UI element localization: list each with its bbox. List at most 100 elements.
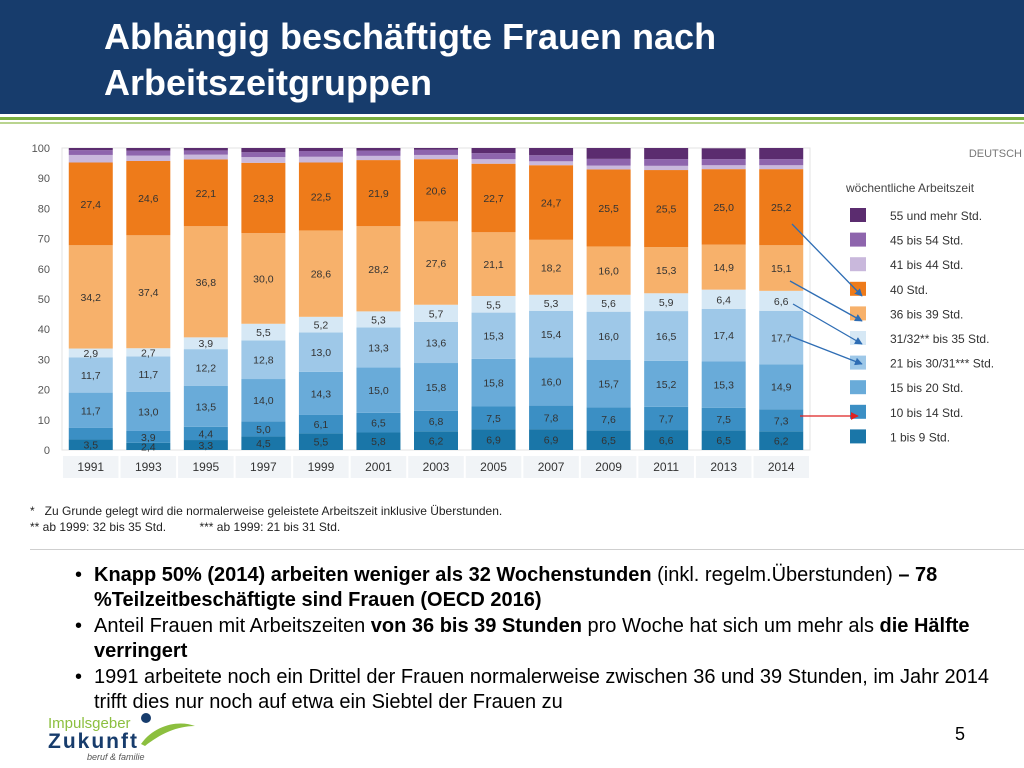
bar-data-label: 5,2: [314, 320, 329, 332]
impulsgeber-zukunft-logo: Impulsgeber Zukunft beruf & familie: [48, 713, 195, 762]
bar-segment: [471, 406, 516, 430]
bar-data-label: 12,2: [196, 363, 217, 375]
bar-data-label: 2,7: [141, 347, 156, 359]
x-category-cell: [695, 456, 752, 478]
bar-data-label: 27,6: [426, 258, 447, 270]
bar-data-label: 5,5: [256, 327, 271, 339]
bar-data-label: 20,6: [426, 185, 447, 197]
bar-segment: [298, 230, 343, 317]
bar-data-label: 5,0: [256, 424, 271, 436]
bar-segment: [471, 153, 516, 160]
bar-segment: [68, 357, 113, 393]
bar-segment: [759, 431, 804, 450]
y-tick-label: 10: [38, 415, 50, 427]
legend-entry: 15 bis 20 Std.: [890, 381, 963, 395]
bar-segment: [68, 427, 113, 440]
y-tick-label: 90: [38, 173, 50, 185]
bar-data-label: 11,7: [81, 370, 101, 382]
x-category-cell: [465, 456, 522, 478]
bar-data-label: 6,9: [544, 435, 559, 447]
bar-segment: [586, 311, 631, 361]
bar-segment: [414, 304, 458, 322]
bar-segment: [183, 337, 228, 350]
bar-segment: [586, 294, 631, 312]
page-number: 5: [955, 724, 966, 744]
bar-data-label: 15,7: [598, 379, 619, 391]
bar-data-label: 25,5: [656, 204, 677, 216]
bullet-1-bold-a: Knapp 50% (2014) arbeiten weniger als 32…: [94, 564, 652, 586]
y-tick-label: 100: [32, 143, 50, 155]
bar-data-label: 5,3: [544, 298, 559, 310]
x-category-cell: [408, 456, 464, 478]
x-category-cell: [638, 456, 694, 478]
bar-segment: [471, 429, 516, 450]
bar-segment: [586, 169, 631, 247]
bar-data-label: 22,5: [311, 191, 332, 203]
x-tick-label: 1993: [135, 460, 162, 474]
x-tick-label: 2001: [365, 460, 392, 474]
x-tick-label: 2003: [423, 460, 450, 474]
annotation-arrow: [791, 223, 863, 297]
divider-line-thin: [0, 122, 1024, 124]
bar-segment: [183, 226, 228, 338]
bar-segment: [241, 340, 286, 380]
footnote-1: * Zu Grunde gelegt wird die normalerweis…: [30, 504, 503, 518]
bar-segment: [356, 226, 401, 312]
legend-swatch: [850, 429, 866, 444]
bar-segment: [298, 332, 343, 372]
bullet-2-bold-a: von 36 bis 39 Stunden: [370, 615, 582, 637]
legend-entry: 36 bis 39 Std.: [890, 307, 963, 321]
bar-data-label: 5,6: [601, 298, 616, 310]
bar-data-label: 11,7: [138, 369, 158, 381]
x-category-cell: [120, 456, 177, 478]
legend-swatch: [850, 281, 866, 296]
bar-segment: [126, 391, 171, 431]
bar-data-label: 15,0: [368, 385, 389, 397]
x-tick-label: 1997: [250, 460, 277, 474]
bar-segment: [701, 148, 746, 160]
bar-data-label: 6,4: [716, 294, 731, 306]
x-category-cell: [63, 456, 119, 478]
x-category-cell: [178, 456, 234, 478]
bar-segment: [414, 149, 458, 155]
bar-segment: [68, 150, 113, 155]
divider-line: [0, 117, 1024, 120]
bar-data-label: 6,6: [774, 296, 789, 308]
bar-segment: [68, 439, 113, 450]
legend-title: wöchentliche Arbeitszeit: [845, 181, 975, 195]
y-tick-label: 60: [38, 264, 50, 276]
bar-data-label: 16,0: [598, 331, 619, 343]
bar-segment: [126, 160, 171, 236]
x-category-cell: [523, 456, 579, 478]
bar-segment: [356, 150, 401, 156]
bar-data-label: 16,0: [598, 266, 619, 278]
bar-data-label: 3,5: [83, 440, 98, 452]
bar-segment: [644, 170, 689, 248]
bar-segment: [529, 165, 574, 240]
bar-segment: [298, 148, 343, 152]
bar-segment: [68, 348, 113, 358]
bar-segment: [298, 433, 343, 450]
legend-entry: 55 und mehr Std.: [890, 209, 982, 223]
bar-data-label: 15,3: [713, 380, 734, 392]
bar-segment: [126, 155, 171, 161]
y-tick-label: 70: [38, 234, 50, 246]
bar-segment: [183, 440, 228, 450]
bar-segment: [471, 148, 516, 154]
bar-segment: [644, 165, 689, 171]
bar-segment: [126, 430, 171, 443]
y-tick-label: 30: [38, 354, 50, 366]
bar-data-label: 28,2: [368, 264, 389, 276]
bar-data-label: 5,8: [371, 436, 386, 448]
bar-segment: [701, 165, 746, 170]
bar-segment: [126, 348, 171, 357]
annotation-arrow: [789, 335, 863, 366]
bar-segment: [701, 289, 746, 309]
bar-segment: [298, 162, 343, 231]
x-category-cell: [580, 456, 637, 478]
annotation-arrow: [789, 280, 863, 322]
bullet-list: Knapp 50% (2014) arbeiten weniger als 32…: [75, 563, 995, 716]
bar-data-label: 24,7: [541, 198, 562, 210]
bar-segment: [586, 407, 631, 431]
bar-segment: [644, 159, 689, 166]
